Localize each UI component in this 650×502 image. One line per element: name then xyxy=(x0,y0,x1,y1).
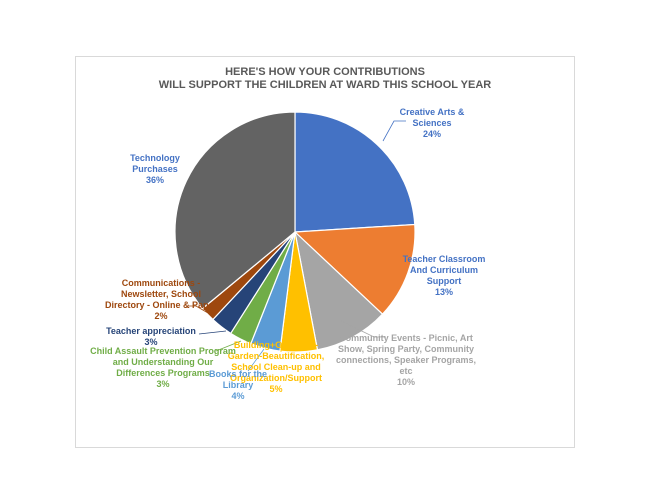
slice-label: Creative Arts & Sciences 24% xyxy=(400,107,465,139)
slice-label: Child Assault Prevention Program and Unde… xyxy=(90,346,236,389)
slice-label-line: Teacher Classroom xyxy=(403,254,486,264)
slice-label-line: 13% xyxy=(435,287,453,297)
slice-label-line: Books for the xyxy=(209,369,267,379)
pie-slice xyxy=(174,111,296,310)
leader-lines xyxy=(188,120,406,372)
slice-label-line: And Curriculum xyxy=(410,265,478,275)
slice-label-line: connections, Speaker Programs, xyxy=(336,355,476,365)
pie-slices xyxy=(174,111,416,353)
slice-label: Community Events - Picnic, Art Show, Spri… xyxy=(336,333,476,387)
slice-label-line: Community Events - Picnic, Art xyxy=(339,333,473,343)
slice-label-line: Building+Grounds - xyxy=(234,340,318,350)
slice-label-line: Directory - Online & Paper xyxy=(105,300,218,310)
slice-label-line: Show, Spring Party, Community xyxy=(338,344,474,354)
slice-label-line: 2% xyxy=(154,311,167,321)
slice-label-line: 5% xyxy=(269,384,282,394)
slice-label-line: Creative Arts & xyxy=(400,107,465,117)
slice-label-line: Technology xyxy=(130,153,180,163)
slice-label-line: Child Assault Prevention Program xyxy=(90,346,236,356)
leader-line xyxy=(188,305,209,314)
chart-title-line: WILL SUPPORT THE CHILDREN AT WARD THIS S… xyxy=(159,79,492,91)
leader-line xyxy=(215,340,242,352)
leader-line xyxy=(198,330,227,335)
slice-label-line: 3% xyxy=(156,379,169,389)
pie-slice xyxy=(294,111,416,233)
slice-label-line: 4% xyxy=(231,391,244,401)
chart-title-line: HERE'S HOW YOUR CONTRIBUTIONS xyxy=(225,66,425,78)
slice-label-line: School Clean-up and xyxy=(231,362,321,372)
leader-line xyxy=(382,120,406,142)
slice-label-line: Communications - xyxy=(122,278,201,288)
slice-label-line: 24% xyxy=(423,129,441,139)
slice-label: Building+Grounds -Garden-Beautification,… xyxy=(228,340,325,394)
pie-slice xyxy=(293,223,416,315)
slice-label-line: Organization/Support xyxy=(230,373,322,383)
slice-label-line: Sciences xyxy=(412,118,451,128)
slice-label-line: Support xyxy=(427,276,462,286)
slice-label-line: 10% xyxy=(397,377,415,387)
slice-label: Technology Purchases 36% xyxy=(130,153,180,185)
slice-label-line: Newsletter, School xyxy=(121,289,201,299)
chart-area: HERE'S HOW YOUR CONTRIBUTIONS WILL SUPPOR… xyxy=(75,56,575,448)
slice-label-line: 3% xyxy=(144,337,157,347)
slice-label: Teacher appreciation 3% xyxy=(106,326,196,347)
slice-label-line: Purchases xyxy=(132,164,178,174)
leader-line xyxy=(247,348,265,372)
slice-label-line: Library xyxy=(223,380,254,390)
slice-label-line: 36% xyxy=(146,175,164,185)
slice-label-line: etc xyxy=(399,366,412,376)
slice-label: Communications -Newsletter, School Direct… xyxy=(105,278,218,321)
slice-label-line: and Understanding Our xyxy=(113,357,214,367)
slice-label-line: Differences Programs xyxy=(116,368,210,378)
slice-label: Books for the Library 4% xyxy=(209,369,267,401)
pie-slice xyxy=(294,230,384,351)
slice-label-line: Garden-Beautification, xyxy=(228,351,325,361)
slice-label: Teacher Classroom And Curriculum Support 13… xyxy=(403,254,486,297)
slice-label-line: Teacher appreciation xyxy=(106,326,196,336)
slice-labels: Creative Arts & Sciences 24% Teacher Classr… xyxy=(90,107,485,401)
leader-line xyxy=(340,320,386,338)
